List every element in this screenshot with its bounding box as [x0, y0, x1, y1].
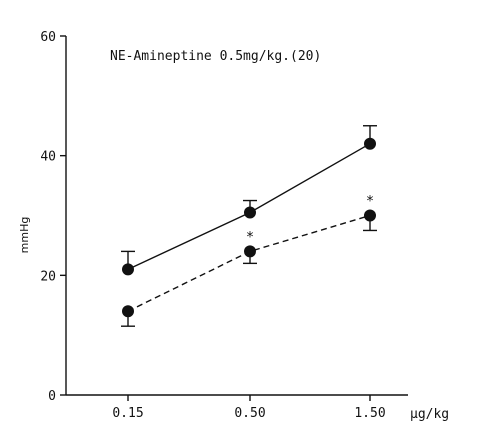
x-ticks: 0.15 0.50 1.50 — [112, 395, 386, 421]
series-0-point-2 — [364, 137, 376, 150]
series-1-significance-1: * — [247, 229, 254, 245]
y-axis-title: mmHg — [18, 217, 31, 254]
y-tick-label-1: 20 — [40, 269, 56, 284]
series-1-significance-2: * — [367, 194, 374, 210]
y-tick-label-3: 60 — [40, 30, 56, 45]
x-tick-label-2: 1.50 — [354, 406, 385, 421]
y-tick-label-0: 0 — [48, 389, 56, 404]
axes — [65, 36, 408, 396]
series-1-point-1 — [244, 245, 256, 258]
series-0-point-0 — [122, 263, 134, 276]
series-layer: ** — [121, 125, 377, 327]
series-1-point-0 — [122, 305, 134, 318]
x-tick-label-0: 0.15 — [112, 406, 143, 421]
series-1-point-2 — [364, 209, 376, 222]
y-tick-label-2: 40 — [40, 150, 56, 165]
x-unit-label: µg/kg — [410, 407, 449, 422]
x-tick-label-1: 0.50 — [234, 406, 265, 421]
series-0-point-1 — [244, 206, 256, 219]
series-0 — [121, 125, 377, 276]
chart-title: NE-Amineptine 0.5mg/kg.(20) — [110, 49, 321, 64]
series-1: ** — [121, 194, 377, 327]
y-ticks: 0 20 40 60 — [40, 30, 66, 404]
